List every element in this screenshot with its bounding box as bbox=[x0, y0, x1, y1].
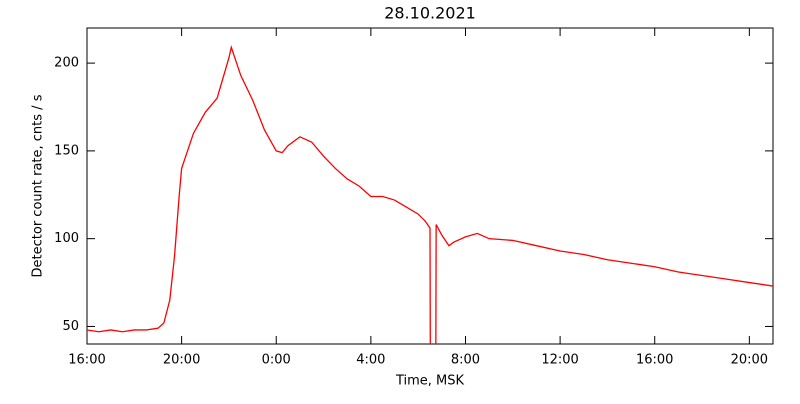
x-axis-label: Time, MSK bbox=[395, 374, 465, 389]
x-tick-label: 20:00 bbox=[163, 353, 200, 368]
x-tick-label: 16:00 bbox=[636, 353, 673, 368]
x-tick-label: 0:00 bbox=[262, 353, 291, 368]
y-tick-label: 100 bbox=[54, 231, 79, 246]
y-tick-label: 150 bbox=[54, 143, 79, 158]
x-tick-label: 8:00 bbox=[451, 353, 480, 368]
chart-title: 28.10.2021 bbox=[384, 4, 476, 23]
x-tick-label: 20:00 bbox=[731, 353, 768, 368]
x-tick-label: 16:00 bbox=[68, 353, 105, 368]
x-tick-label: 4:00 bbox=[356, 353, 385, 368]
y-axis-label: Detector count rate, cnts / s bbox=[31, 94, 46, 277]
y-tick-label: 50 bbox=[62, 319, 79, 334]
x-tick-label: 12:00 bbox=[541, 353, 578, 368]
data-line bbox=[87, 44, 773, 344]
y-tick-label: 200 bbox=[54, 56, 79, 71]
